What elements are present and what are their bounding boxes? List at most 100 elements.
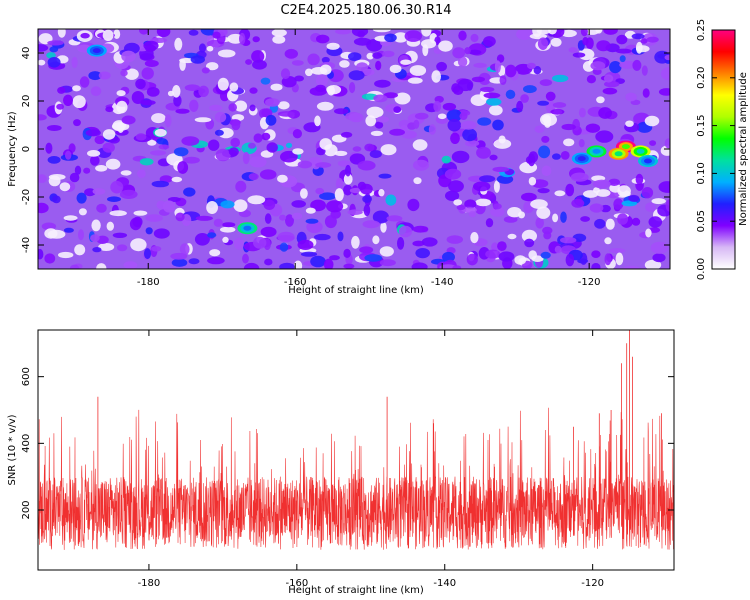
heatmap-cell bbox=[580, 29, 588, 37]
heatmap-cell bbox=[120, 170, 132, 176]
heatmap-cell bbox=[374, 79, 391, 88]
heatmap-cell bbox=[172, 85, 181, 98]
heatmap-cell bbox=[106, 221, 115, 231]
heatmap-cell bbox=[229, 82, 239, 92]
heatmap-cell bbox=[421, 29, 432, 37]
heatmap-cell bbox=[140, 100, 156, 106]
x-tick-label: -160 bbox=[284, 277, 307, 288]
heatmap-cell bbox=[243, 262, 260, 269]
heatmap-cell bbox=[74, 165, 82, 175]
heatmap-cell bbox=[475, 198, 492, 207]
heatmap-cell bbox=[277, 231, 295, 243]
heatmap-cell bbox=[245, 59, 253, 65]
heatmap-cell bbox=[285, 214, 294, 227]
heatmap-cell bbox=[194, 117, 212, 123]
heatmap-cell bbox=[470, 232, 479, 244]
heatmap-cell bbox=[492, 119, 504, 131]
heatmap-cell bbox=[393, 32, 409, 43]
heatmap-cell bbox=[360, 183, 373, 195]
heatmap-cell bbox=[253, 133, 263, 143]
heatmap-cell bbox=[473, 181, 491, 192]
heatmap-cell bbox=[116, 100, 128, 114]
heatmap-cell bbox=[372, 235, 380, 245]
heatmap-cell bbox=[291, 212, 303, 220]
heatmap-cell bbox=[386, 215, 403, 222]
heatmap-cell bbox=[516, 100, 524, 112]
heatmap-cell bbox=[313, 233, 331, 241]
heatmap-cell bbox=[319, 64, 332, 75]
heatmap-cell bbox=[316, 101, 334, 111]
heatmap-cell bbox=[447, 118, 462, 132]
y-tick-label: -20 bbox=[21, 189, 32, 205]
heatmap-cell bbox=[38, 44, 49, 52]
y-tick-label: 400 bbox=[21, 434, 32, 453]
heatmap-cells bbox=[38, 29, 670, 269]
heatmap-cell bbox=[412, 240, 425, 247]
heatmap-cell bbox=[486, 98, 502, 106]
heatmap-cell bbox=[47, 156, 61, 164]
heatmap-cell bbox=[65, 150, 72, 160]
heatmap-cell bbox=[231, 119, 241, 131]
heatmap-cell bbox=[459, 112, 468, 120]
heatmap-cell bbox=[315, 74, 328, 87]
heatmap-cell bbox=[123, 261, 138, 269]
heatmap-cell bbox=[609, 61, 622, 74]
heatmap-cell bbox=[177, 161, 189, 174]
heatmap-cell bbox=[421, 237, 438, 247]
heatmap-cell bbox=[158, 144, 170, 150]
heatmap-cell bbox=[47, 229, 66, 239]
heatmap-cell bbox=[433, 100, 442, 112]
heatmap-cell bbox=[144, 248, 151, 260]
heatmap-cell bbox=[265, 98, 280, 107]
heatmap-cell bbox=[321, 56, 330, 64]
heatmap-cell bbox=[400, 59, 412, 65]
heatmap-cell bbox=[63, 94, 73, 107]
heatmap-cell bbox=[439, 264, 457, 269]
heatmap-cell bbox=[334, 108, 349, 115]
heatmap-cell bbox=[623, 265, 640, 269]
heatmap-cell bbox=[102, 142, 115, 153]
heatmap-cell bbox=[646, 36, 659, 43]
heatmap-cell bbox=[635, 173, 644, 185]
heatmap-cell bbox=[145, 214, 163, 222]
heatmap-cell bbox=[195, 215, 213, 221]
heatmap-cell bbox=[188, 258, 200, 265]
heatmap-cell bbox=[198, 85, 209, 98]
heatmap-cell bbox=[150, 150, 167, 156]
heatmap-cell bbox=[38, 248, 44, 260]
heatmap-cell bbox=[664, 54, 670, 61]
heatmap-cell bbox=[641, 187, 654, 199]
heatmap-cell bbox=[146, 87, 160, 97]
heatmap-cell bbox=[617, 185, 631, 197]
heatmap-cell bbox=[563, 138, 575, 147]
heatmap-cell bbox=[596, 40, 611, 52]
heatmap-cell bbox=[364, 254, 383, 262]
heatmap-cell bbox=[170, 252, 188, 260]
heatmap-cell bbox=[412, 225, 429, 233]
heatmap-cell bbox=[326, 200, 344, 213]
heatmap-cell bbox=[375, 121, 384, 129]
heatmap-cell bbox=[353, 37, 372, 46]
heatmap-cell bbox=[537, 188, 550, 194]
colorbar-tick-label: 0.20 bbox=[696, 67, 707, 89]
heatmap-cell bbox=[644, 259, 662, 269]
heatmap-cell bbox=[379, 246, 394, 257]
heatmap-cell bbox=[473, 62, 487, 68]
heatmap-cell bbox=[212, 31, 221, 39]
heatmap-cell bbox=[70, 264, 80, 269]
colorbar-label: Normalized spectral amplitude bbox=[738, 72, 749, 226]
heatmap-cell bbox=[456, 204, 466, 211]
heatmap-cell bbox=[47, 40, 64, 46]
heatmap-cell bbox=[541, 135, 550, 143]
heatmap-cell bbox=[648, 227, 661, 233]
heatmap-cell bbox=[38, 202, 49, 214]
heatmap-x-label: Height of straight line (km) bbox=[288, 285, 424, 296]
heatmap-cell bbox=[348, 70, 365, 81]
colorbar-tick-label: 0.00 bbox=[696, 258, 707, 280]
heatmap-cell bbox=[608, 178, 620, 186]
heatmap-cell bbox=[319, 138, 333, 150]
heatmap-cell bbox=[491, 242, 499, 252]
heatmap-cell bbox=[208, 139, 220, 151]
heatmap-hotspot bbox=[243, 225, 252, 231]
heatmap-cell bbox=[652, 253, 666, 263]
